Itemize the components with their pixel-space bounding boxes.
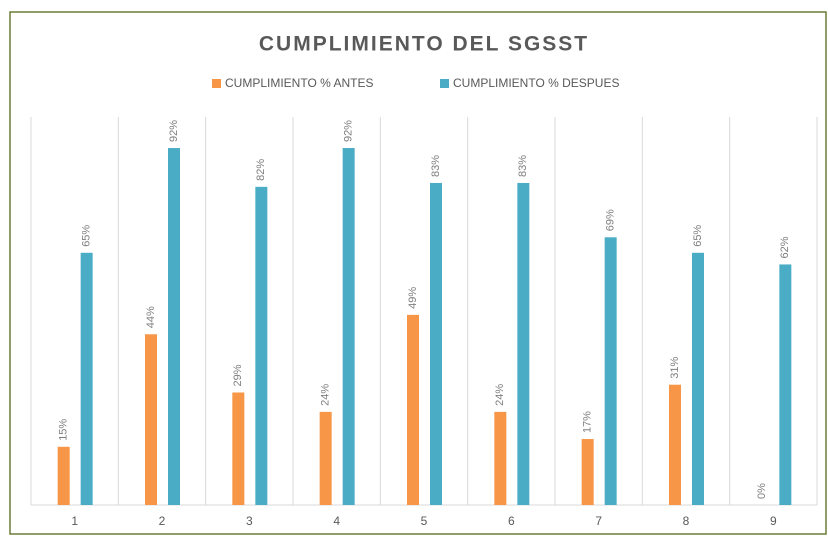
bar bbox=[80, 252, 93, 505]
bar bbox=[319, 411, 332, 505]
bar bbox=[669, 384, 681, 505]
chart-title: CUMPLIMIENTO DEL SGSST bbox=[259, 33, 589, 56]
data-label: 69% bbox=[605, 209, 617, 231]
x-tick-label: 8 bbox=[683, 514, 690, 528]
data-label: 0% bbox=[756, 483, 768, 499]
x-tick-label: 5 bbox=[421, 514, 428, 528]
x-tick-label: 2 bbox=[159, 514, 166, 528]
legend-swatch bbox=[212, 79, 221, 88]
data-label: 62% bbox=[779, 236, 791, 258]
data-label: 44% bbox=[145, 306, 157, 328]
bar bbox=[581, 439, 594, 505]
x-tick-label: 6 bbox=[508, 514, 515, 528]
bar bbox=[604, 237, 617, 505]
bar bbox=[232, 392, 245, 505]
data-label: 92% bbox=[168, 120, 180, 142]
x-tick-label: 3 bbox=[246, 514, 253, 528]
bar bbox=[407, 314, 419, 505]
data-label: 17% bbox=[582, 411, 594, 433]
data-label: 83% bbox=[430, 155, 442, 177]
bar bbox=[517, 182, 530, 505]
x-tick-label: 9 bbox=[770, 514, 777, 528]
bar bbox=[430, 182, 442, 505]
x-tick-label: 1 bbox=[71, 514, 78, 528]
bar bbox=[145, 334, 157, 505]
data-label: 24% bbox=[494, 384, 506, 406]
data-label: 31% bbox=[669, 356, 681, 378]
bar bbox=[255, 186, 268, 505]
x-tick-label: 4 bbox=[333, 514, 340, 528]
bar bbox=[342, 148, 355, 506]
data-label: 24% bbox=[320, 384, 332, 406]
data-label: 65% bbox=[692, 225, 704, 247]
bar bbox=[57, 446, 70, 505]
legend-label: CUMPLIMIENTO % ANTES bbox=[225, 76, 373, 90]
data-label: 83% bbox=[517, 155, 529, 177]
data-label: 65% bbox=[81, 225, 93, 247]
data-label: 15% bbox=[58, 419, 70, 441]
data-label: 29% bbox=[232, 364, 244, 386]
x-tick-label: 7 bbox=[595, 514, 602, 528]
bar bbox=[779, 264, 792, 505]
bar bbox=[168, 148, 180, 506]
bar bbox=[692, 252, 704, 505]
data-label: 82% bbox=[255, 159, 267, 181]
legend-label: CUMPLIMIENTO % DESPUES bbox=[453, 76, 619, 90]
data-label: 49% bbox=[407, 287, 419, 309]
data-label: 92% bbox=[343, 120, 355, 142]
legend-swatch bbox=[440, 79, 449, 88]
bar bbox=[494, 411, 507, 505]
